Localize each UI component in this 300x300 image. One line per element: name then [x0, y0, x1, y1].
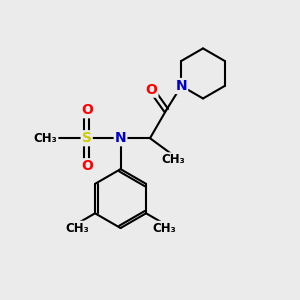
Text: CH₃: CH₃ [162, 153, 185, 166]
Text: O: O [81, 103, 93, 117]
Text: CH₃: CH₃ [65, 222, 89, 235]
Text: N: N [115, 131, 126, 145]
Text: O: O [146, 82, 158, 97]
Text: O: O [81, 159, 93, 173]
Text: CH₃: CH₃ [34, 132, 57, 145]
Text: CH₃: CH₃ [152, 222, 176, 235]
Text: N: N [176, 79, 187, 93]
Text: S: S [82, 131, 92, 145]
